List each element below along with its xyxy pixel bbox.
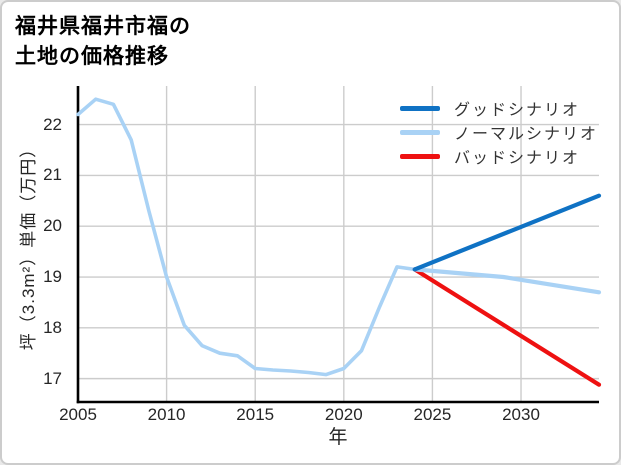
series-line-history [76,97,417,377]
series-line-forecast [412,193,602,272]
legend-item-bad: バッドシナリオ [400,144,598,168]
y-tick-label: 19 [43,267,62,287]
x-tick-label: 2030 [502,405,540,424]
x-tick-label: 2010 [147,405,186,424]
y-tick-label: 22 [43,114,62,134]
y-tick-label: 20 [43,216,62,236]
chart-title: 福井県福井市福の 土地の価格推移 [15,12,191,73]
x-tick-label: 2025 [413,405,452,424]
legend: グッドシナリオ ノーマルシナリオ バッドシナリオ [400,96,598,168]
y-axis-label: 坪（3.3m²）単価（万円） [19,139,38,351]
series-line-forecast [412,267,602,295]
legend-label-good: グッドシナリオ [454,102,581,119]
legend-item-normal: ノーマルシナリオ [400,120,598,144]
y-tick-label: 21 [43,165,62,185]
legend-label-normal: ノーマルシナリオ [454,126,599,143]
legend-item-good: グッドシナリオ [400,96,598,120]
chart-title-line1: 福井県福井市福の [15,15,191,38]
y-tick-label: 18 [43,317,62,337]
series-line-forecast [412,267,602,387]
legend-swatch-good-icon [400,105,440,111]
legend-swatch-bad-icon [400,153,440,159]
x-tick-label: 2005 [59,405,97,424]
legend-swatch-normal-icon [400,129,440,135]
y-tick-label: 17 [43,368,62,388]
chart-title-line2: 土地の価格推移 [15,45,169,69]
x-tick-label: 2020 [324,405,363,424]
legend-label-bad: バッドシナリオ [454,150,581,167]
x-tick-label: 2015 [236,405,275,424]
x-axis-label: 年 [328,427,348,448]
